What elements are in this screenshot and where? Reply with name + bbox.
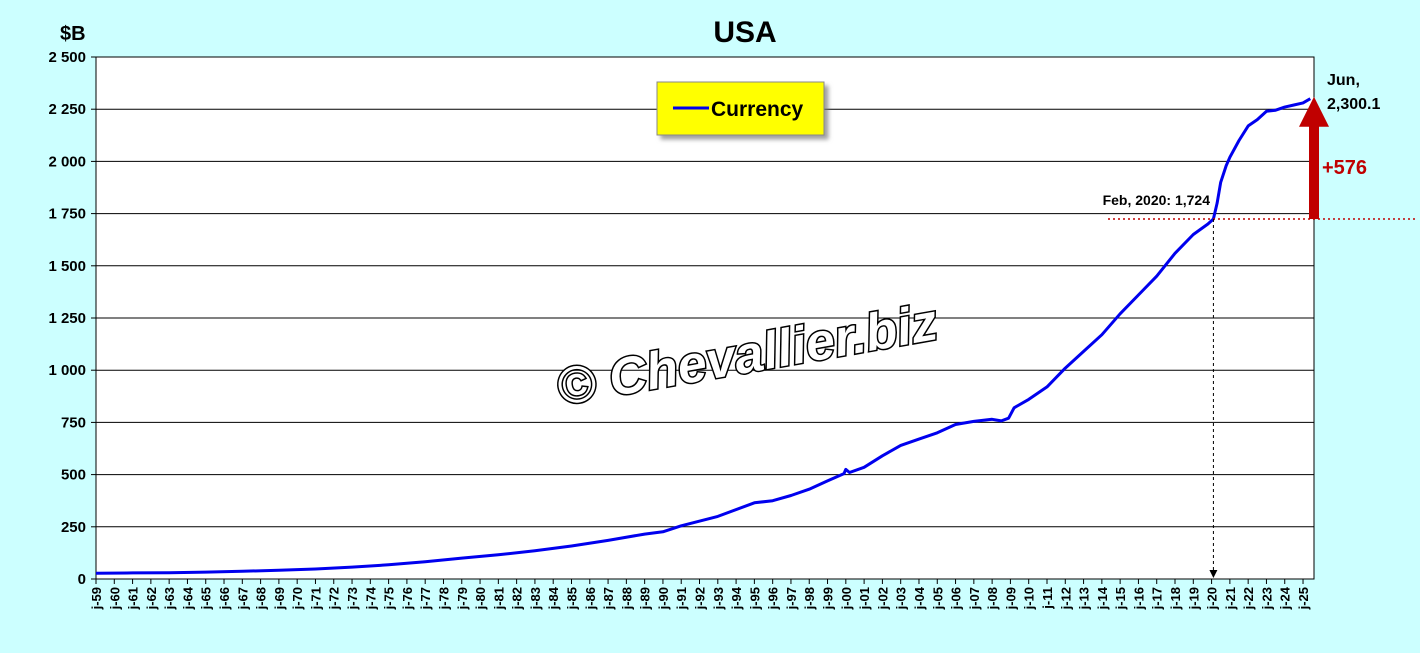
x-tick-label: j-81 <box>491 587 506 610</box>
x-tick-label: j-66 <box>217 587 232 610</box>
y-tick-label: 1 250 <box>48 310 86 327</box>
x-tick-label: j-69 <box>272 587 287 610</box>
x-tick-label: j-14 <box>1095 586 1110 610</box>
x-tick-label: j-98 <box>802 587 817 610</box>
legend-label: Currency <box>711 98 804 121</box>
x-tick-label: j-25 <box>1296 587 1311 610</box>
x-tick-label: j-20 <box>1205 587 1220 610</box>
x-tick-label: j-79 <box>455 587 470 610</box>
x-tick-label: j-86 <box>583 587 598 610</box>
x-tick-label: j-05 <box>930 587 945 610</box>
jun-label-month: Jun, <box>1327 72 1360 89</box>
y-axis-label: $B <box>60 23 86 45</box>
x-tick-label: j-91 <box>674 587 689 610</box>
x-tick-label: j-71 <box>308 587 323 610</box>
x-tick-label: j-76 <box>400 587 415 610</box>
x-tick-label: j-80 <box>473 587 488 610</box>
x-tick-label: j-97 <box>784 587 799 610</box>
x-tick-label: j-07 <box>967 587 982 610</box>
x-tick-label: j-65 <box>199 587 214 610</box>
x-tick-label: j-00 <box>839 587 854 610</box>
up-arrow-icon <box>1299 96 1329 127</box>
y-tick-label: 2 000 <box>48 153 86 170</box>
x-tick-label: j-96 <box>766 587 781 610</box>
x-tick-label: j-18 <box>1168 587 1183 610</box>
x-tick-label: j-19 <box>1186 587 1201 610</box>
y-tick-label: 2 250 <box>48 101 86 118</box>
feb-2020-arrowhead-icon <box>1209 570 1218 578</box>
y-tick-label: 1 750 <box>48 206 86 223</box>
x-tick-label: j-92 <box>693 587 708 610</box>
x-tick-label: j-84 <box>546 586 561 610</box>
y-tick-label: 0 <box>78 571 86 588</box>
currency-series-line <box>95 97 1312 575</box>
x-tick-label: j-82 <box>510 587 525 610</box>
change-label: +576 <box>1322 157 1367 179</box>
change-arrow-shaft <box>1309 124 1319 220</box>
x-tick-label: j-99 <box>821 587 836 610</box>
x-tick-label: j-21 <box>1223 587 1238 610</box>
x-tick-label: j-22 <box>1241 587 1256 610</box>
x-tick-label: j-75 <box>382 587 397 610</box>
x-tick-label: j-68 <box>254 587 269 610</box>
x-tick-label: j-01 <box>857 587 872 610</box>
x-tick-label: j-94 <box>729 586 744 610</box>
y-tick-label: 750 <box>61 414 86 431</box>
x-tick-label: j-16 <box>1131 587 1146 610</box>
x-tick-labels: j-59 j-60 j-61 j-62 j-63 j-64 j-65 j-66 j-67 j-68… <box>89 586 1311 610</box>
x-tick-label: j-17 <box>1150 587 1165 610</box>
x-tick-label: j-08 <box>985 587 1000 610</box>
y-tick-label: 250 <box>61 519 86 536</box>
x-tick-label: j-63 <box>162 587 177 610</box>
x-tick-label: j-10 <box>1022 587 1037 610</box>
x-tick-label: j-62 <box>144 587 159 610</box>
x-tick-label: j-23 <box>1259 587 1274 610</box>
x-tick-label: j-85 <box>564 587 579 610</box>
x-tick-label: j-11 <box>1040 587 1055 610</box>
x-tick-label: j-90 <box>656 587 671 610</box>
y-tick-label: 500 <box>61 467 86 484</box>
x-tick-label: j-06 <box>949 587 964 610</box>
x-tick-label: j-09 <box>1003 587 1018 610</box>
x-tick-label: j-95 <box>747 587 762 610</box>
x-tick-label: j-88 <box>619 587 634 610</box>
x-tick-label: j-72 <box>327 587 342 610</box>
x-tick-label: j-78 <box>436 587 451 610</box>
x-tick-label: j-12 <box>1058 587 1073 610</box>
x-tick-label: j-77 <box>418 587 433 610</box>
x-tick-label: j-60 <box>107 587 122 610</box>
x-tick-label: j-15 <box>1113 587 1128 610</box>
x-tick-label: j-73 <box>345 587 360 610</box>
y-tick-labels: 0 250 500 750 1 000 1 250 1 500 1 750 2 000 2 250… <box>48 49 86 588</box>
legend: Currency <box>656 81 825 136</box>
jun-label-value: 2,300.1 <box>1327 96 1380 113</box>
x-tick-label: j-74 <box>363 586 378 610</box>
x-tick-label: j-04 <box>912 586 927 610</box>
x-tick-label: j-83 <box>528 587 543 610</box>
x-tick-label: j-61 <box>126 587 141 610</box>
x-tick-label: j-70 <box>290 587 305 610</box>
x-tick-label: j-02 <box>875 587 890 610</box>
x-tick-label: j-03 <box>894 587 909 610</box>
x-tick-label: j-59 <box>89 587 104 610</box>
x-tick-label: j-67 <box>235 587 250 610</box>
x-tick-label: j-64 <box>180 586 195 610</box>
x-tick-label: j-24 <box>1278 586 1293 610</box>
x-tick-label: j-13 <box>1077 587 1092 610</box>
x-tick-label: j-93 <box>711 587 726 610</box>
feb-2020-label: Feb, 2020: 1,724 <box>1103 192 1211 208</box>
y-tick-label: 1 500 <box>48 258 86 275</box>
y-tick-label: 1 000 <box>48 362 86 379</box>
y-tick-label: 2 500 <box>48 49 86 66</box>
x-tick-label: j-87 <box>601 587 616 610</box>
x-tick-label: j-89 <box>638 587 653 610</box>
chart-title: USA <box>713 16 776 49</box>
